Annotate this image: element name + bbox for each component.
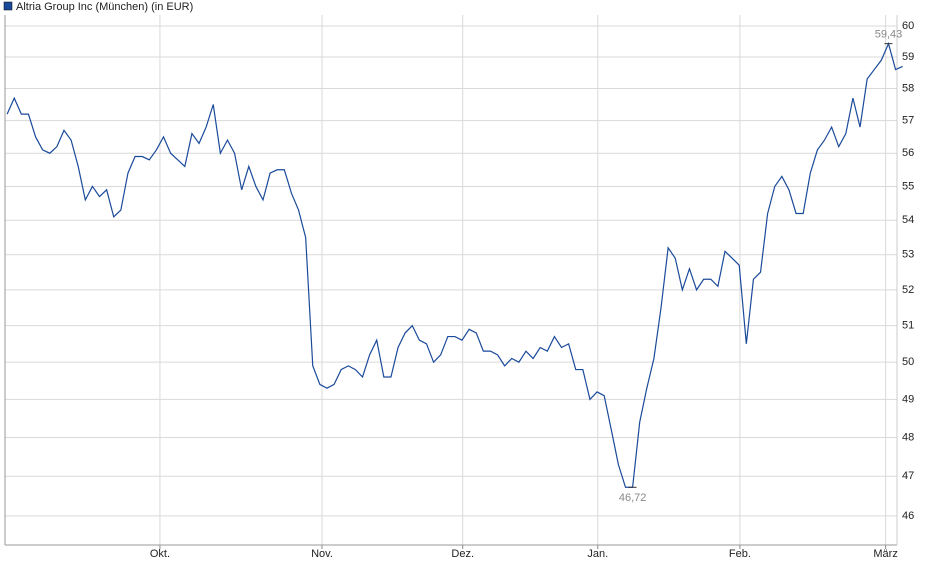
y-tick-label: 59 <box>902 51 914 63</box>
legend-swatch <box>3 1 13 11</box>
value-label: 59,43 <box>875 29 903 41</box>
x-tick-label: März <box>873 548 897 560</box>
y-tick-label: 56 <box>902 147 914 159</box>
y-tick-label: 57 <box>902 115 914 127</box>
y-tick-label: 54 <box>902 214 914 226</box>
x-tick-label: Jan. <box>587 548 608 560</box>
x-tick-label: Dez. <box>451 548 474 560</box>
value-label: 46,72 <box>619 492 647 504</box>
y-tick-label: 55 <box>902 180 914 192</box>
y-tick-label: 48 <box>902 431 914 443</box>
y-tick-label: 52 <box>902 284 914 296</box>
y-tick-label: 50 <box>902 356 914 368</box>
legend-label: Altria Group Inc (München) (in EUR) <box>16 1 193 13</box>
y-tick-label: 51 <box>902 320 914 332</box>
y-tick-label: 60 <box>902 20 914 32</box>
y-tick-label: 46 <box>902 510 914 522</box>
y-tick-label: 58 <box>902 82 914 94</box>
y-tick-label: 47 <box>902 470 914 482</box>
series-line <box>6 41 903 488</box>
y-tick-label: 53 <box>902 249 914 261</box>
x-tick-label: Feb. <box>729 548 751 560</box>
y-tick-label: 49 <box>902 393 914 405</box>
x-tick-label: Okt. <box>150 548 170 560</box>
x-tick-label: Nov. <box>311 548 333 560</box>
